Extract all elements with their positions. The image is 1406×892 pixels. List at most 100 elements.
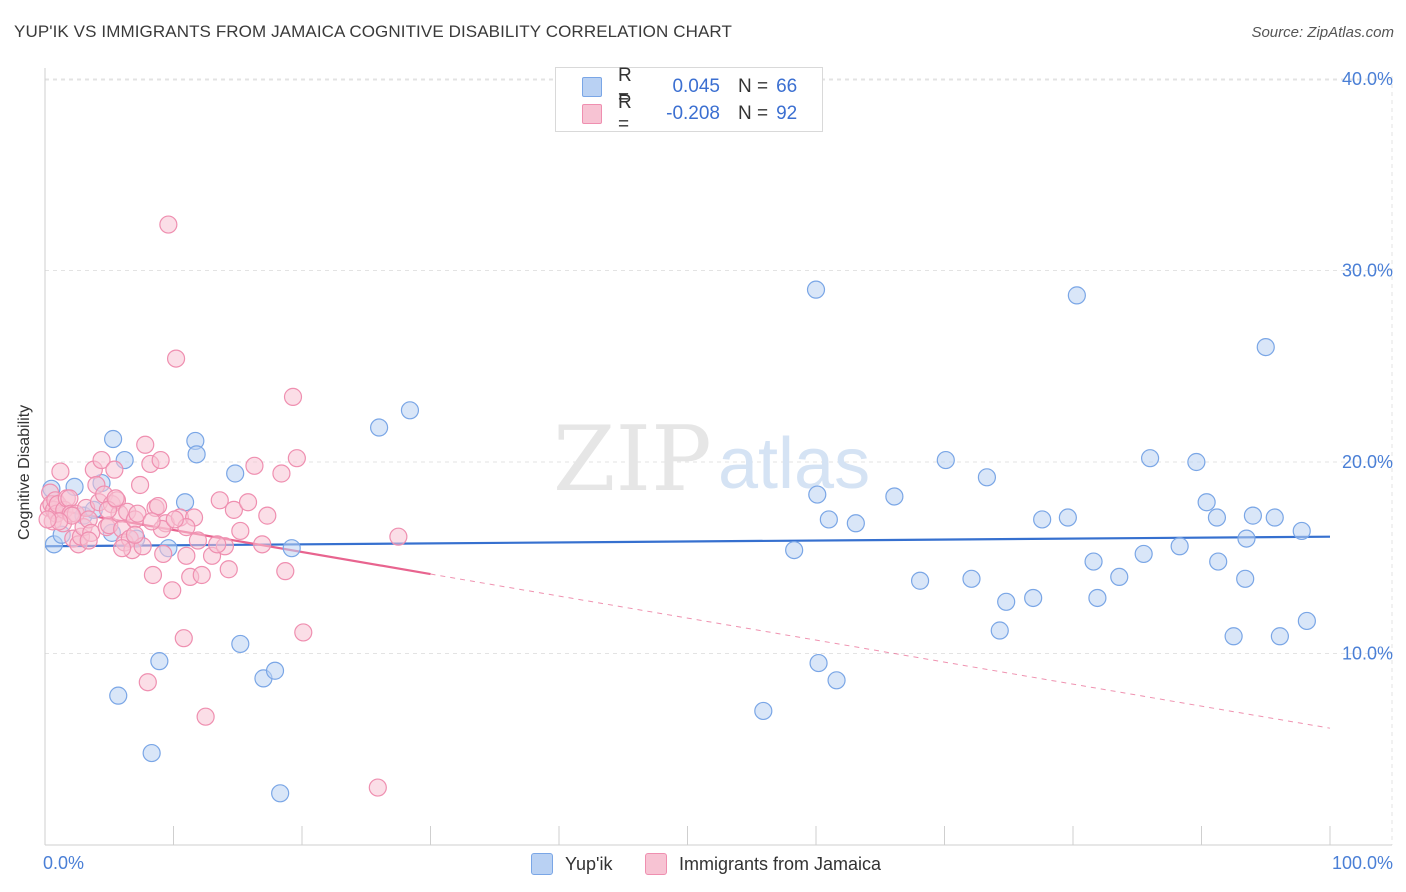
legend-r-label: R = — [618, 92, 632, 135]
jamaica-trend-line-dashed — [430, 573, 1331, 729]
jamaica-point — [143, 565, 163, 585]
x-tick-label: 100.0% — [1332, 853, 1393, 873]
legend-swatch-blue — [582, 77, 602, 97]
bottom-legend-jamaica: Immigrants from Jamaica — [645, 851, 881, 877]
yupik-point — [1170, 537, 1189, 556]
watermark-atlas: atlas — [718, 424, 870, 504]
yupik-point — [282, 539, 301, 558]
yupik-point — [400, 401, 420, 420]
correlation-legend: R = 0.045 N = 66 R = -0.208 N = 92 — [555, 65, 823, 135]
yupik-point — [819, 510, 838, 529]
yupik-point — [109, 686, 128, 705]
yupik-point — [104, 429, 123, 449]
jamaica-point — [79, 531, 98, 550]
legend-r-label: R = — [618, 65, 632, 108]
yupik-point — [1237, 529, 1256, 548]
yupik-point — [1265, 508, 1284, 527]
jamaica-point — [283, 387, 303, 406]
yupik-point — [231, 634, 250, 654]
yupik-point — [370, 418, 389, 437]
yupik-point — [1084, 552, 1103, 571]
yupik-point — [962, 569, 981, 588]
yupik-point — [142, 743, 161, 763]
jamaica-point — [38, 510, 57, 529]
jamaica-point — [294, 623, 313, 642]
chart-title: YUP'IK VS IMMIGRANTS FROM JAMAICA COGNIT… — [14, 22, 732, 41]
y-tick-label: 30.0% — [1342, 261, 1393, 281]
jamaica-point — [92, 450, 111, 470]
yupik-point — [997, 592, 1016, 611]
y-tick-label: 40.0% — [1342, 69, 1393, 89]
legend-row-jamaica: R = -0.208 N = 92 — [582, 92, 797, 135]
yupik-point — [1067, 286, 1086, 305]
x-tick-label: 0.0% — [43, 853, 84, 873]
yupik-point — [1270, 627, 1289, 646]
axes — [44, 68, 1392, 846]
jamaica-point — [166, 349, 186, 368]
yupik-point — [1033, 510, 1052, 529]
yupik-point — [885, 487, 904, 506]
jamaica-point — [142, 512, 161, 531]
yupik-point — [1110, 567, 1129, 587]
jamaica-point — [148, 496, 168, 516]
yupik-point — [977, 468, 997, 487]
yupik-point — [1207, 508, 1227, 527]
jamaica-point — [188, 531, 208, 550]
watermark-zip: ZIP — [553, 407, 712, 512]
yupik-point — [1058, 508, 1077, 527]
yupik-point — [1187, 452, 1206, 472]
jamaica-point — [130, 475, 150, 495]
jamaica-point — [219, 560, 238, 579]
jamaica-point — [60, 489, 79, 508]
tick-labels: 10.0% 20.0% 30.0% 40.0% 0.0% 100.0% — [43, 69, 1393, 873]
jamaica-point — [245, 456, 264, 475]
jamaica-point — [112, 539, 132, 558]
legend-r-value: 0.045 — [672, 76, 720, 97]
jamaica-point — [210, 491, 229, 510]
jamaica-point — [136, 435, 155, 454]
legend-n-value: 66 — [776, 76, 798, 97]
legend-swatch-blue — [531, 853, 553, 875]
jamaica-point — [105, 460, 124, 479]
jamaica-point — [196, 707, 215, 726]
yupik-point — [809, 653, 828, 673]
yupik-point — [1197, 493, 1216, 512]
legend-label-yupik: Yup'ik — [565, 853, 613, 874]
jamaica-point — [138, 673, 157, 692]
yupik-point — [827, 671, 846, 690]
legend-row-yupik: R = 0.045 N = 66 — [582, 65, 798, 108]
yupik-point — [754, 701, 773, 721]
yupik-point — [846, 514, 865, 533]
yupik-point — [1243, 506, 1263, 525]
yupik-point — [936, 450, 955, 470]
yupik-point — [1209, 552, 1228, 571]
yupik-point — [265, 661, 285, 680]
yupik-point — [1224, 627, 1243, 646]
jamaica-point — [159, 215, 178, 234]
yupik-point — [910, 571, 930, 590]
yupik-point — [175, 493, 195, 512]
legend-swatch-pink — [645, 853, 667, 875]
jamaica-point — [192, 565, 211, 585]
y-tick-label: 10.0% — [1342, 644, 1393, 664]
jamaica-point — [106, 489, 125, 508]
y-tick-label: 20.0% — [1342, 452, 1393, 472]
legend-r-value: -0.208 — [666, 103, 720, 124]
legend-swatch-pink — [582, 104, 602, 124]
yupik-point — [1024, 588, 1043, 608]
jamaica-point — [272, 464, 291, 483]
jamaica-point — [165, 510, 184, 529]
yupik-point — [808, 485, 827, 504]
yupik-point — [1134, 544, 1153, 564]
jamaica-point — [128, 504, 147, 523]
jamaica-point — [151, 450, 170, 470]
jamaica-point — [125, 525, 145, 544]
jamaica-point — [368, 778, 387, 797]
jamaica-point — [238, 493, 258, 512]
jamaica-point — [287, 449, 306, 468]
jamaica-point — [154, 544, 173, 564]
jamaica-point — [174, 629, 193, 648]
source-label: Source: ZipAtlas.com — [1251, 24, 1394, 41]
y-axis-label: Cognitive Disability — [16, 404, 33, 540]
